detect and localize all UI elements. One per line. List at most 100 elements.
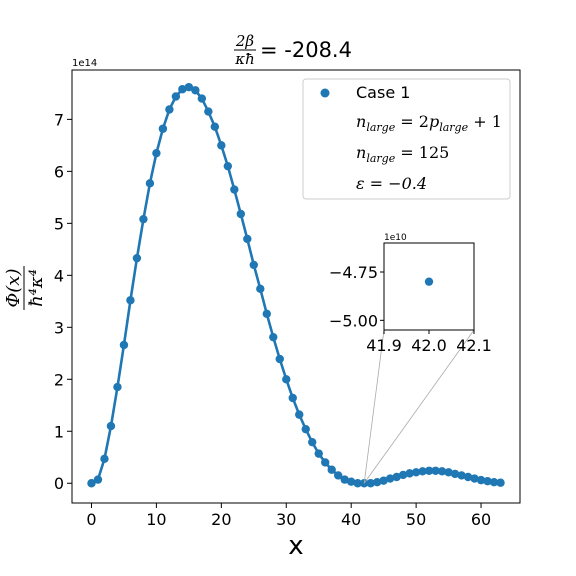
connector-line-left	[363, 329, 385, 484]
data-point	[256, 284, 265, 294]
data-point	[489, 478, 499, 487]
data-point	[139, 214, 148, 224]
y-tick-label: 6	[54, 162, 64, 181]
inset-y-tick-label: −5.00	[329, 311, 378, 330]
legend-entry-n-large-value: nlarge = 125	[356, 143, 449, 165]
x-tick-label: 40	[341, 510, 361, 529]
data-point	[379, 476, 388, 485]
data-point	[113, 382, 122, 392]
data-point	[230, 185, 239, 194]
x-tick-label: 60	[471, 510, 491, 529]
y-tick-label: 4	[54, 266, 64, 285]
series-layer	[87, 82, 505, 488]
data-point	[340, 475, 349, 484]
x-axis-label: x	[288, 531, 303, 561]
y-tick-label: 5	[54, 214, 64, 233]
inset-x-tick-label: 42.0	[411, 336, 447, 355]
y-tick-label: 2	[54, 370, 64, 389]
data-point	[288, 393, 297, 403]
data-point	[398, 470, 408, 480]
data-point	[411, 468, 421, 477]
y-axis-ticks: 0 1 2 3 4 5 6 7	[54, 110, 72, 493]
data-point	[418, 467, 427, 476]
x-axis-ticks: 0 10 20 30 40 50 60	[86, 503, 491, 529]
data-point	[463, 472, 473, 482]
data-point	[437, 467, 447, 476]
y-axis-label-denominator: ħ⁴κ⁴	[26, 269, 47, 307]
title-value: = -208.4	[260, 38, 352, 62]
chart-title: 2β κħ = -208.4	[234, 32, 352, 68]
data-point	[385, 474, 395, 483]
y-tick-label: 7	[54, 110, 64, 129]
title-fraction-denominator: κħ	[234, 50, 255, 68]
data-point	[87, 479, 96, 488]
plot-area-frame	[71, 69, 521, 504]
data-point	[262, 309, 271, 318]
data-point	[346, 477, 356, 486]
data-point	[223, 161, 233, 171]
x-tick-label: 50	[406, 510, 426, 529]
data-point	[424, 466, 434, 475]
data-point	[119, 340, 129, 350]
data-point	[93, 475, 103, 484]
data-point	[210, 122, 220, 131]
legend-entry-epsilon: ε = −0.4	[356, 174, 427, 193]
data-point	[236, 209, 246, 219]
data-point	[476, 475, 486, 485]
legend: Case 1 nlarge = 2plarge + 1 nlarge = 125…	[302, 78, 511, 200]
data-point	[457, 471, 466, 480]
data-point	[314, 449, 323, 458]
data-point	[431, 466, 440, 475]
inset-zoom: 1e10 41.9 42.0 42.1 −4.75 −5.00	[329, 233, 492, 355]
y-tick-label: 1	[54, 422, 64, 441]
inset-x-tick-label: 41.9	[366, 336, 402, 355]
data-point	[145, 179, 155, 188]
legend-box	[302, 78, 511, 200]
x-tick-label: 0	[86, 510, 96, 529]
x-tick-label: 20	[211, 510, 231, 529]
x-tick-label: 10	[146, 510, 166, 529]
inset-content: 41.9 42.0 42.1 −4.75 −5.00	[329, 263, 492, 355]
data-point	[366, 479, 375, 488]
data-point	[197, 94, 207, 103]
y-tick-label: 0	[54, 474, 64, 493]
data-point	[217, 141, 226, 150]
legend-marker-case-1	[320, 88, 330, 98]
y-tick-label: 3	[54, 318, 64, 337]
data-point	[171, 92, 181, 101]
data-point	[444, 468, 453, 477]
data-point	[191, 86, 200, 95]
data-point	[372, 478, 382, 487]
data-point	[184, 82, 194, 92]
data-point	[106, 421, 116, 431]
title-fraction-numerator: 2β	[235, 32, 255, 50]
y-axis-label: Φ(x) ħ⁴κ⁴	[3, 266, 47, 310]
data-point	[282, 375, 291, 384]
inset-exponent: 1e10	[384, 233, 407, 243]
data-point	[243, 234, 252, 244]
y-axis-label-numerator: Φ(x)	[3, 269, 24, 308]
data-point	[392, 472, 401, 482]
data-point	[275, 354, 284, 364]
inset-connector-lines	[363, 329, 475, 484]
data-point	[126, 296, 135, 305]
y-axis-exponent: 1e14	[72, 58, 97, 69]
data-point	[249, 260, 258, 270]
data-point	[165, 105, 174, 114]
data-point	[470, 474, 479, 483]
data-point	[334, 471, 343, 480]
data-point	[178, 85, 187, 94]
data-point	[405, 469, 414, 478]
data-point	[269, 332, 278, 342]
data-point	[308, 437, 317, 447]
data-point	[483, 476, 492, 486]
data-point	[152, 148, 161, 158]
legend-label-case-1: Case 1	[356, 83, 410, 102]
x-tick-label: 30	[276, 510, 296, 529]
inset-data-point	[424, 277, 434, 286]
data-point	[496, 478, 505, 487]
data-point	[295, 410, 304, 419]
data-point	[204, 107, 213, 116]
inset-frame	[383, 242, 475, 331]
